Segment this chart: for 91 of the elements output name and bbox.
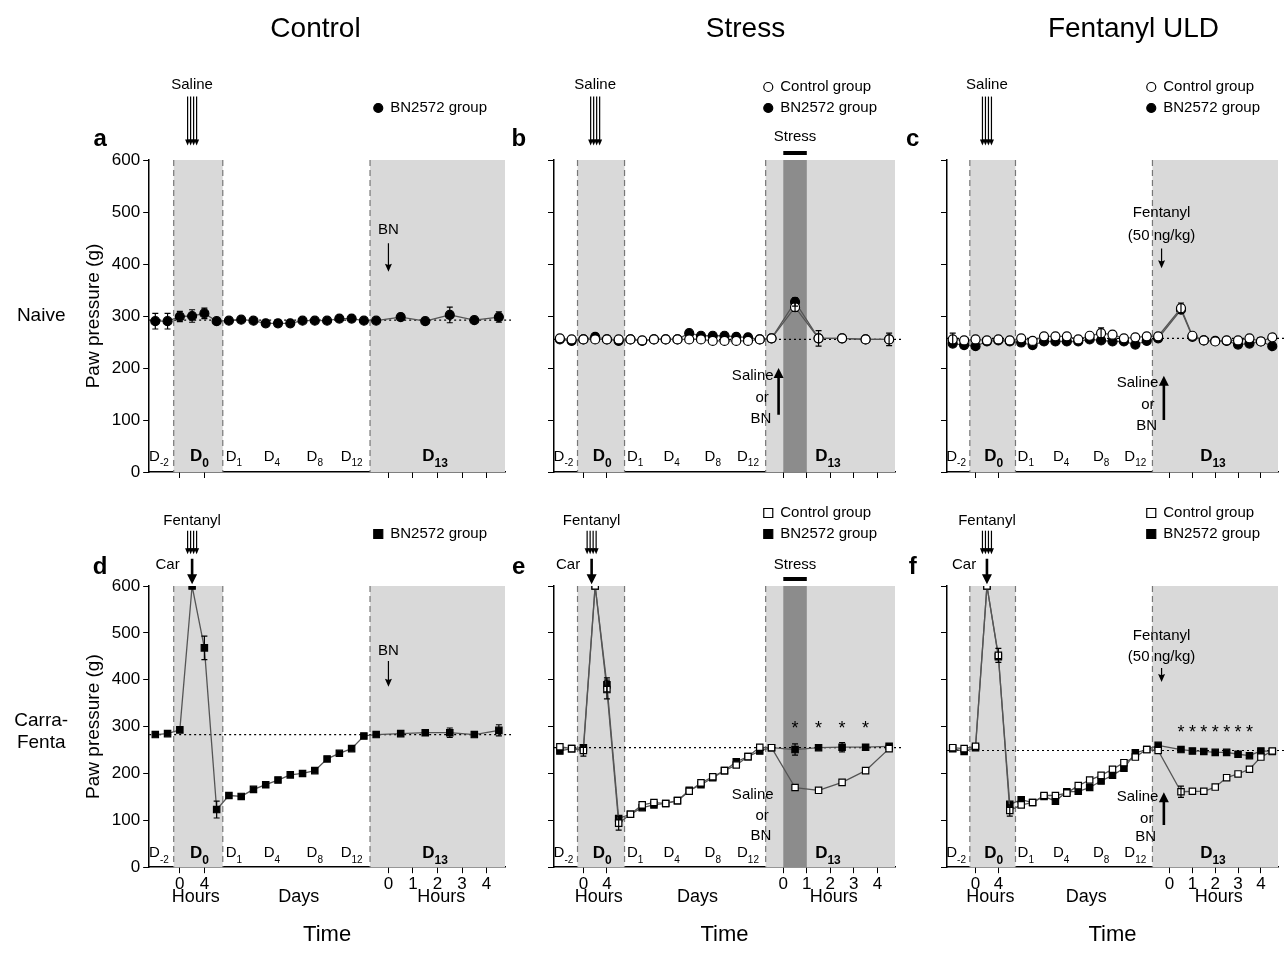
annotation: or [1141, 395, 1155, 413]
annotation: BN [378, 220, 399, 238]
legend-label: Control group [1163, 503, 1255, 521]
text: a [93, 123, 108, 151]
y-tick-label: 400 [111, 669, 141, 689]
text: c [906, 123, 920, 151]
text: Car [952, 555, 977, 573]
annotation: * [1200, 721, 1208, 742]
annotation: BN [378, 640, 399, 658]
x-tick-label: 4 [872, 874, 883, 894]
annotation: BN [750, 409, 772, 427]
annotation: Saline [731, 365, 774, 383]
annotation: Saline [1116, 372, 1159, 390]
annotation: or [755, 805, 769, 823]
text: Fentanyl [163, 510, 221, 528]
annotation: or [1140, 808, 1154, 826]
y-axis-title: Paw pressure (g) [81, 243, 103, 389]
text: Car [556, 555, 581, 573]
x-tick-label: 4 [481, 874, 492, 894]
text: Car [155, 555, 180, 573]
y-tick-label: 300 [111, 716, 141, 736]
text: Stress [773, 555, 817, 573]
legend-label: Control group [780, 503, 872, 521]
legend-label: BN2572 group [1163, 98, 1261, 116]
annotation: * [838, 717, 846, 738]
x-tick-label: 0 [778, 874, 789, 894]
text: Carra-Fenta [14, 708, 69, 752]
text: Naive [16, 304, 66, 326]
annotation: BN [1135, 827, 1157, 845]
annotation: * [862, 717, 870, 738]
chart-title: Fentanyl ULD [1046, 12, 1221, 44]
annotation: * [1211, 721, 1219, 742]
y-axis-title: Paw pressure (g) [81, 654, 103, 799]
y-tick-label: 400 [111, 253, 141, 273]
text: f [908, 551, 918, 579]
text: Saline [171, 74, 213, 92]
text: Days [278, 886, 320, 907]
x-tick-label: 1 [408, 874, 418, 894]
annotation: BN [750, 825, 772, 843]
y-tick-label: 100 [111, 810, 141, 830]
x-tick-label: 0 [1164, 874, 1175, 894]
y-tick-label: 500 [111, 201, 141, 221]
chart-title: Stress [704, 12, 787, 44]
legend-label: BN2572 group [780, 524, 878, 542]
x-tick-label: 1 [802, 874, 812, 894]
annotation: Fentanyl [1132, 202, 1191, 220]
y-tick-label: 500 [111, 622, 141, 642]
annotation: * [1177, 721, 1185, 742]
y-tick-label: 600 [111, 575, 141, 595]
annotation: Saline [731, 785, 774, 803]
x-axis-title: Time [1088, 920, 1137, 946]
annotation: * [1245, 721, 1253, 742]
chart-title: Control [269, 12, 362, 44]
annotation: * [1234, 721, 1242, 742]
text: b [511, 123, 527, 151]
y-tick-label: 200 [111, 357, 141, 377]
text: Fentanyl [958, 510, 1016, 528]
y-tick-label: 600 [111, 149, 141, 169]
x-axis-title: Time [303, 920, 352, 946]
annotation: (50 ng/kg) [1127, 646, 1196, 664]
legend-label: Control group [780, 77, 872, 95]
y-tick-label: 100 [111, 409, 141, 429]
text: e [512, 551, 526, 579]
legend-label: BN2572 group [780, 98, 878, 116]
legend-label: BN2572 group [390, 98, 488, 116]
annotation: * [1223, 721, 1231, 742]
annotation: Saline [1116, 786, 1159, 804]
y-tick-label: 0 [130, 461, 141, 481]
legend-label: Control group [1163, 77, 1255, 95]
text: Saline [966, 74, 1008, 92]
annotation: or [755, 388, 769, 406]
text: Days [1065, 886, 1107, 907]
annotation: * [815, 717, 823, 738]
text: Fentanyl [562, 510, 621, 528]
text: d [92, 551, 108, 579]
annotation: * [1188, 721, 1196, 742]
x-axis-title: Time [700, 920, 749, 946]
legend-label: BN2572 group [390, 524, 488, 542]
text: Saline [574, 74, 617, 92]
annotation: (50 ng/kg) [1127, 225, 1196, 243]
annotation: BN [1136, 415, 1158, 433]
legend-label: BN2572 group [1163, 524, 1261, 542]
y-tick-label: 300 [111, 305, 141, 325]
y-tick-label: 200 [111, 763, 141, 783]
annotation: * [791, 717, 799, 738]
text: Days [676, 886, 718, 907]
x-tick-label: 0 [383, 874, 394, 894]
annotation: Fentanyl [1132, 626, 1191, 644]
x-tick-label: 4 [1256, 874, 1266, 894]
y-tick-label: 0 [130, 856, 141, 876]
text: Stress [773, 126, 817, 144]
